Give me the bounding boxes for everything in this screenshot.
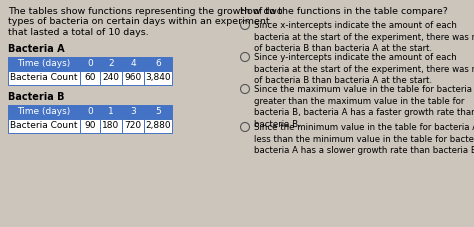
Bar [8, 71, 80, 84]
Text: Since x-intercepts indicate the amount of each
bacteria at the start of the expe: Since x-intercepts indicate the amount o… [254, 21, 474, 53]
Bar [144, 104, 172, 118]
Text: 720: 720 [125, 121, 142, 130]
Bar [100, 57, 122, 71]
Text: 1: 1 [108, 107, 114, 116]
Text: Bacteria Count: Bacteria Count [10, 73, 78, 82]
Text: 2: 2 [108, 59, 114, 68]
Text: 960: 960 [124, 73, 142, 82]
Bar [8, 104, 80, 118]
Text: Since the minimum value in the table for bacteria A is
less than the minimum val: Since the minimum value in the table for… [254, 123, 474, 155]
Text: 180: 180 [102, 121, 119, 130]
Bar [80, 104, 100, 118]
Text: 3,840: 3,840 [145, 73, 171, 82]
Text: 240: 240 [102, 73, 119, 82]
Text: Bacteria B: Bacteria B [8, 92, 64, 103]
Text: that lasted a total of 10 days.: that lasted a total of 10 days. [8, 28, 149, 37]
Bar [8, 118, 80, 133]
Bar [100, 118, 122, 133]
Text: 90: 90 [84, 121, 96, 130]
Text: types of bacteria on certain days within an experiment: types of bacteria on certain days within… [8, 17, 270, 27]
Bar [80, 57, 100, 71]
Text: Time (days): Time (days) [18, 107, 71, 116]
Bar [100, 104, 122, 118]
Text: Time (days): Time (days) [18, 59, 71, 68]
Text: 3: 3 [130, 107, 136, 116]
Bar [144, 71, 172, 84]
Text: Since the maximum value in the table for bacteria A is
greater than the maximum : Since the maximum value in the table for… [254, 85, 474, 129]
Bar [144, 118, 172, 133]
Bar [8, 57, 80, 71]
Text: 0: 0 [87, 59, 93, 68]
Text: 2,880: 2,880 [145, 121, 171, 130]
Bar [144, 57, 172, 71]
Text: 60: 60 [84, 73, 96, 82]
Text: Bacteria A: Bacteria A [8, 44, 64, 54]
Text: Since y-intercepts indicate the amount of each
bacteria at the start of the expe: Since y-intercepts indicate the amount o… [254, 53, 474, 85]
Text: 0: 0 [87, 107, 93, 116]
Bar [122, 118, 144, 133]
Bar [100, 71, 122, 84]
Text: The tables show functions representing the growth of two: The tables show functions representing t… [8, 7, 283, 16]
Bar [122, 57, 144, 71]
Bar [122, 71, 144, 84]
Text: 4: 4 [130, 59, 136, 68]
Text: 6: 6 [155, 59, 161, 68]
Bar [80, 118, 100, 133]
Bar [80, 71, 100, 84]
Bar [122, 104, 144, 118]
Text: How do the functions in the table compare?: How do the functions in the table compar… [240, 7, 448, 16]
Text: Bacteria Count: Bacteria Count [10, 121, 78, 130]
Text: 5: 5 [155, 107, 161, 116]
